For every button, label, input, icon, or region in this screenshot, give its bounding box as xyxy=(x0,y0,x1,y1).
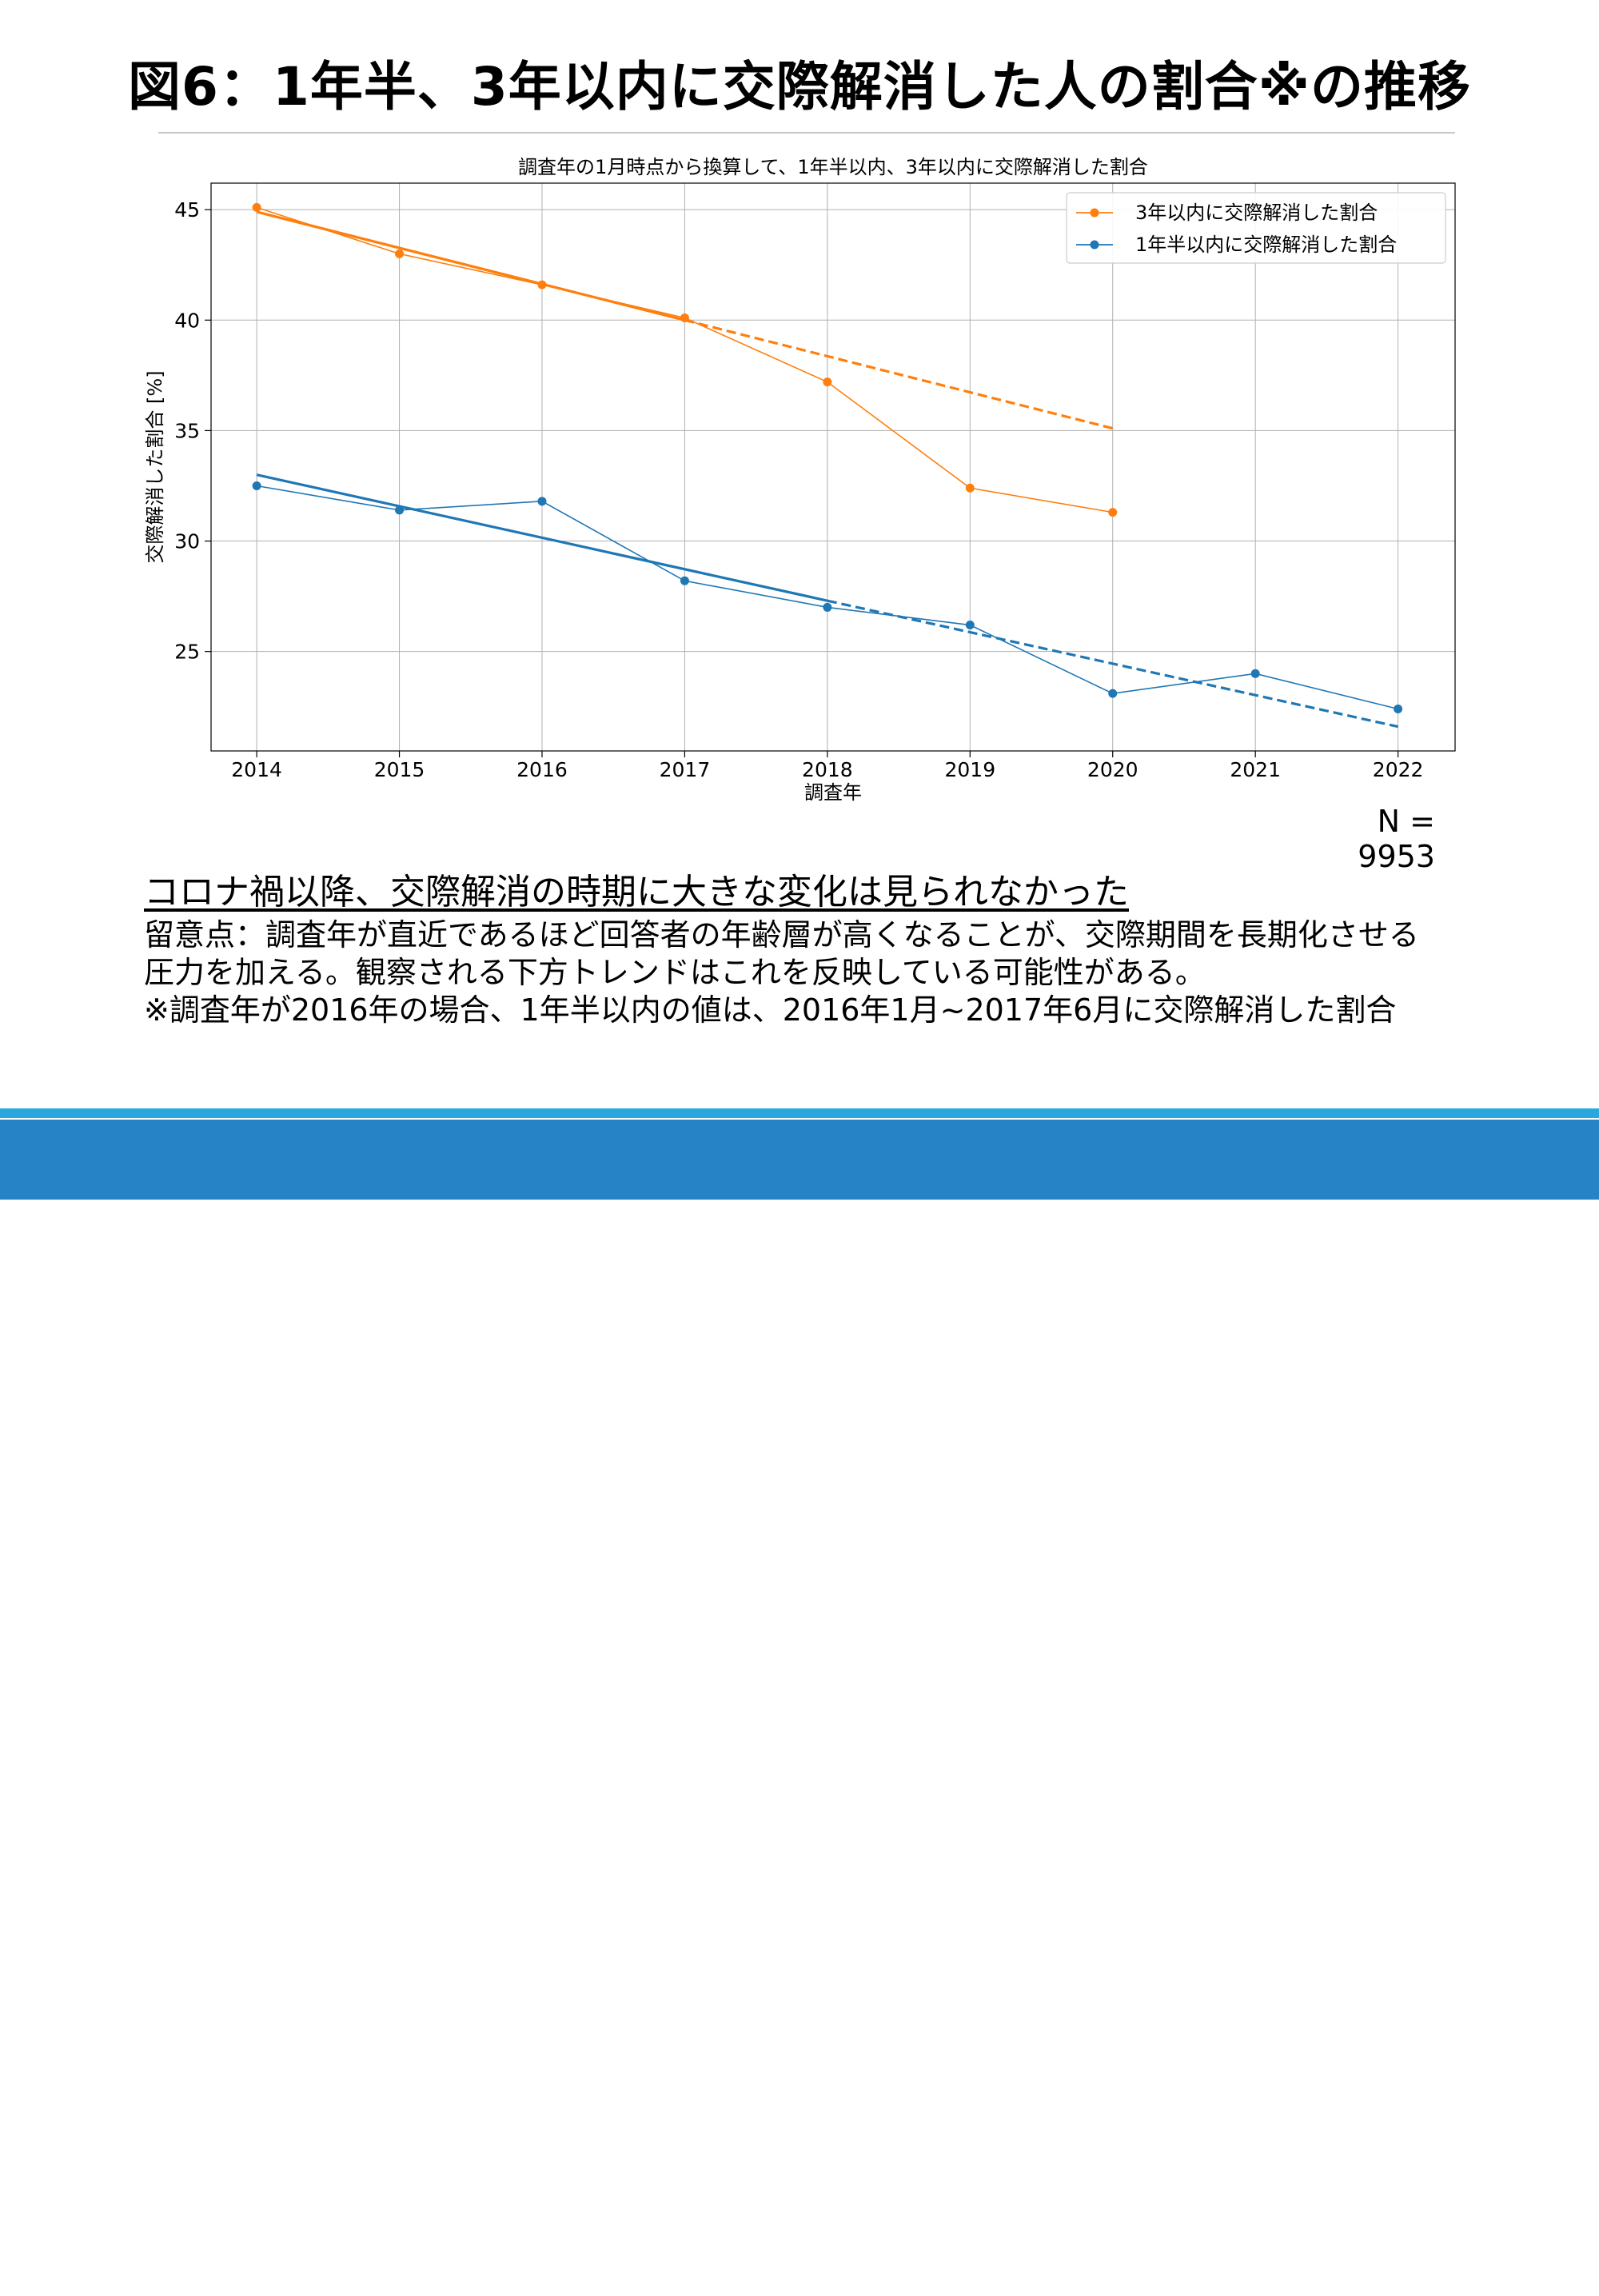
x-tick-label: 2016 xyxy=(516,758,568,781)
x-tick-label: 2022 xyxy=(1373,758,1424,781)
plot-area xyxy=(211,183,1455,751)
x-tick-label: 2017 xyxy=(660,758,711,781)
conclusion-headline: コロナ禍以降、交際解消の時期に大きな変化は見られなかった xyxy=(144,872,1129,912)
data-point xyxy=(1394,705,1403,714)
slide-title: 図6：1年半、3年以内に交際解消した人の割合※の推移 xyxy=(128,56,1471,118)
x-tick-label: 2019 xyxy=(944,758,995,781)
data-point xyxy=(395,249,405,258)
legend-label-0: 3年以内に交際解消した割合 xyxy=(1135,202,1378,224)
note-line-2: 圧力を加える。観察される下方トレンドはこれを反映している可能性がある。 xyxy=(144,955,1206,990)
page-number: 22 xyxy=(1481,2261,1523,2296)
data-point xyxy=(252,202,261,212)
x-tick-label: 2020 xyxy=(1087,758,1138,781)
y-axis-label: 交際解消した割合 [%] xyxy=(144,370,166,563)
footer-bar: 22 xyxy=(0,1120,1599,2296)
data-point xyxy=(823,377,832,387)
trend-line-dashed-1 xyxy=(827,599,1398,729)
y-tick-label: 30 xyxy=(174,530,200,553)
x-tick-label: 2021 xyxy=(1230,758,1281,781)
line-chart: 2014 2015 2016 2017 2018 2019 2020 2021 2022 25 30… xyxy=(144,156,1456,804)
x-tick-label: 2015 xyxy=(374,758,425,781)
trend-line-solid-0 xyxy=(256,210,685,321)
legend-label-1: 1年半以内に交際解消した割合 xyxy=(1135,234,1397,256)
x-tick-label: 2014 xyxy=(231,758,282,781)
trend-line-solid-1 xyxy=(256,473,828,602)
legend-marker-0 xyxy=(1090,208,1099,218)
legend-marker-1 xyxy=(1090,240,1099,250)
data-point xyxy=(823,602,832,612)
note-line-3: ※調査年が2016年の場合、1年半以内の値は、2016年1月~2017年6月に交… xyxy=(144,992,1397,1028)
note-line-1: 留意点：調査年が直近であるほど回答者の年齢層が高くなることが、交際期間を長期化さ… xyxy=(144,917,1419,952)
data-point xyxy=(1108,508,1118,517)
trend-line-dashed-0 xyxy=(684,318,1114,430)
data-point xyxy=(1250,669,1260,678)
data-point xyxy=(395,505,405,515)
data-point xyxy=(965,483,975,493)
sample-size-label: N = 9953 xyxy=(1358,804,1435,874)
data-point xyxy=(680,576,689,585)
y-tick-label: 45 xyxy=(174,198,200,222)
y-tick-label: 35 xyxy=(174,419,200,442)
chart-title: 調査年の1月時点から換算して、1年半以内、3年以内に交際解消した割合 xyxy=(518,156,1148,178)
data-point xyxy=(1108,689,1118,698)
y-tick-label: 25 xyxy=(174,641,200,664)
notes-block: コロナ禍以降、交際解消の時期に大きな変化は見られなかった 留意点：調査年が直近で… xyxy=(144,872,1455,1029)
y-tick-label: 40 xyxy=(174,309,200,332)
data-point xyxy=(537,280,547,289)
x-axis-label: 調査年 xyxy=(804,781,862,804)
footer-accent-line xyxy=(0,1108,1599,1118)
legend-box xyxy=(1066,192,1446,264)
plot-border xyxy=(210,182,1456,752)
title-divider xyxy=(158,132,1455,134)
data-point xyxy=(965,621,975,630)
x-tick-label: 2018 xyxy=(802,758,853,781)
data-point xyxy=(680,313,689,323)
data-point xyxy=(537,497,547,506)
data-point xyxy=(252,481,261,490)
